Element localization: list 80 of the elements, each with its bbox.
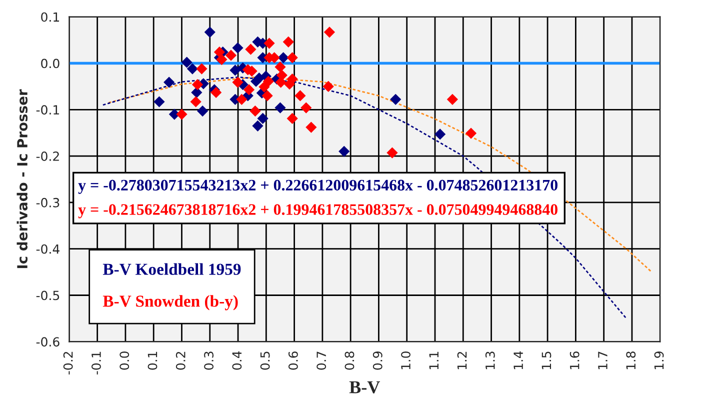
x-tick-label: 0.9 [372, 352, 382, 370]
x-tick-label: 0.0 [120, 352, 130, 370]
y-tick-label: 0.0 [41, 58, 60, 68]
point [154, 96, 165, 108]
point [286, 52, 298, 64]
text: B-V Koeldbell 1959 [102, 263, 241, 276]
x-tick-label: 0.5 [260, 352, 270, 370]
point [210, 86, 222, 98]
x-tick-label: 0.8 [344, 352, 354, 370]
point [264, 38, 275, 49]
y-axis-title: Ic derivado - Ic Prosser [16, 89, 28, 268]
point [257, 112, 268, 124]
point [245, 44, 256, 55]
point [284, 78, 296, 90]
point [390, 94, 402, 105]
y-tick-label: -0.3 [36, 198, 60, 208]
y-tick-label: -0.1 [36, 105, 60, 115]
x-tick-label: 0.6 [288, 351, 298, 370]
x-tick-label: 1.7 [598, 352, 608, 370]
point [216, 54, 228, 66]
x-tick-label: 1.6 [570, 351, 580, 370]
point [214, 46, 226, 58]
point [275, 76, 286, 88]
x-tick-label: 1.9 [654, 352, 664, 370]
point [225, 50, 237, 61]
x-tick-label: 0.7 [316, 352, 326, 370]
y-tick-label: -0.4 [36, 244, 60, 254]
point [465, 128, 477, 139]
point [197, 105, 208, 117]
text: B-V Snowden (b-y) [102, 295, 238, 310]
x-tick-label: 0.2 [176, 352, 186, 370]
point [282, 36, 294, 48]
x-tick-label: 0.1 [148, 352, 158, 370]
x-tick-label: 1.4 [514, 351, 523, 370]
point [252, 120, 264, 132]
point [232, 76, 244, 88]
annotation: y = -0.215624673818716x2 + 0.199461785508357x - 0.075049949468840 [78, 204, 558, 218]
point [250, 105, 261, 117]
point [446, 94, 458, 105]
point [306, 122, 317, 133]
point [164, 76, 175, 88]
y-tick-label: -0.2 [36, 152, 59, 161]
point [386, 147, 398, 158]
point [190, 96, 202, 108]
point [232, 42, 244, 54]
y-tick-label: -0.5 [36, 290, 60, 300]
point [230, 64, 241, 76]
x-tick-label: -0.1 [92, 352, 101, 374]
x-axis-title: B-V [349, 381, 380, 394]
point [322, 80, 334, 92]
point [186, 63, 198, 74]
x-tick-label: 1.1 [429, 352, 438, 370]
point [243, 84, 255, 96]
point [192, 79, 204, 90]
x-tick-label: 0.4 [232, 351, 242, 370]
point [278, 52, 289, 64]
x-tick-label: 1.5 [542, 352, 552, 370]
point [286, 112, 298, 124]
point [274, 61, 286, 73]
point [434, 128, 446, 140]
point [274, 102, 286, 114]
point [181, 56, 192, 68]
y-tick-label: -0.6 [36, 337, 60, 347]
point [300, 102, 312, 114]
x-tick-label: 1.8 [626, 352, 636, 370]
y-tick-label: 0.1 [41, 12, 60, 22]
point [294, 90, 306, 102]
point [196, 63, 208, 74]
point [258, 81, 270, 92]
point [262, 90, 273, 102]
point [204, 26, 216, 38]
point [176, 108, 188, 120]
point [236, 94, 248, 105]
annotation: y = -0.278030715543213x2 + 0.226612009615468x - 0.074852601213170 [78, 180, 558, 194]
x-tick-label: 1.3 [485, 352, 495, 370]
point [324, 26, 336, 38]
x-tick-label: 0.3 [204, 352, 214, 370]
x-tick-label: 1.0 [401, 352, 410, 370]
x-tick-label: 1.2 [457, 352, 467, 370]
point [338, 146, 350, 157]
